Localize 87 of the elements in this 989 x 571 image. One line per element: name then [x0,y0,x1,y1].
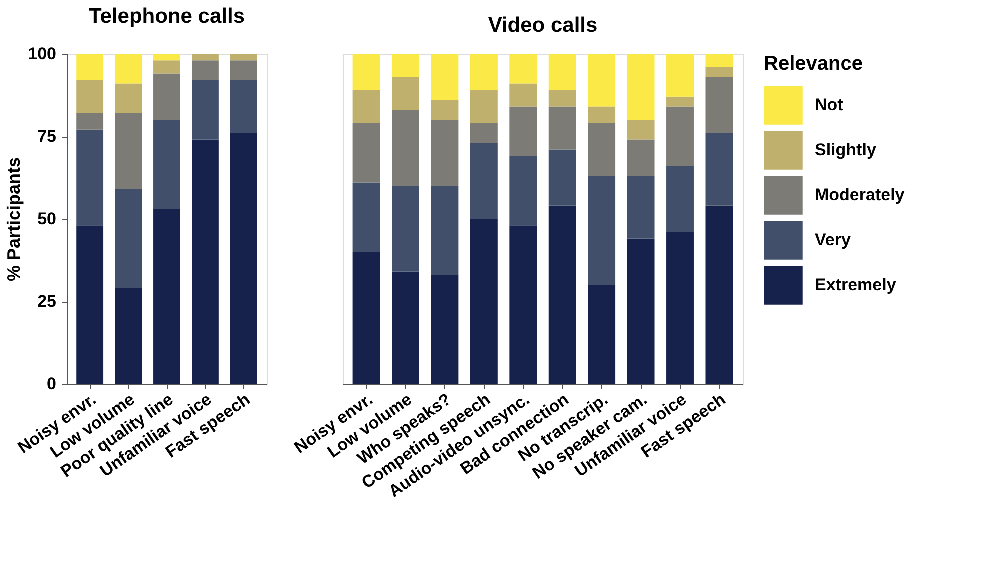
y-tick-label: 75 [38,127,56,146]
bar [230,54,258,61]
bar [510,54,538,84]
bar [627,140,655,176]
bar [548,206,576,384]
bar [627,54,655,120]
y-tick-label: 100 [28,44,56,64]
bar [706,133,734,206]
bar [352,54,380,90]
bar [154,120,180,210]
chart-title: Video calls [488,14,598,37]
bar [470,143,498,219]
legend-label: Slightly [815,140,877,160]
bar [230,133,258,384]
bar [154,60,180,74]
bar [588,176,616,285]
bar [431,186,459,276]
bar [666,54,694,97]
bar [470,219,498,384]
legend-title: Relevance [764,53,863,75]
bar [352,252,380,384]
bar [154,54,180,61]
bar [352,182,380,252]
y-axis-title: % Participants [4,157,24,282]
bar [706,206,734,384]
bar [431,275,459,384]
bar [510,226,538,384]
legend-label: Very [815,230,852,250]
y-tick-label: 0 [47,374,56,394]
bar [548,54,576,90]
bar [431,54,459,100]
bar [706,54,734,68]
bar [470,123,498,144]
legend-label: Extremely [815,276,897,294]
bar [392,110,420,186]
bar [115,113,142,190]
bar [666,106,694,166]
legend-label: Not [815,96,844,114]
bar [548,106,576,150]
bar [666,96,694,107]
bar [470,90,498,124]
bar [76,54,104,80]
bar [510,106,538,156]
bar [392,77,420,110]
y-tick-label: 50 [38,210,56,228]
bar [76,113,104,130]
y-tick-label: 25 [38,292,56,311]
bar [392,186,420,272]
bar [588,106,616,124]
bar [76,80,104,114]
bar [115,288,142,384]
bar [706,67,734,78]
bar [588,54,616,107]
chart-title: Telephone calls [89,5,245,28]
bar [627,176,655,239]
bar [588,285,616,384]
bar [192,140,219,384]
bar [548,150,576,206]
legend-label: Moderately [815,186,906,204]
bar [548,90,576,107]
bar [392,272,420,384]
bar [627,120,655,140]
bar [230,60,258,80]
bar [627,238,655,384]
bar [76,130,104,226]
bar [706,77,734,134]
bar [666,232,694,384]
bar [154,209,180,384]
bar [76,226,104,384]
bar [192,80,219,140]
bar [352,123,380,183]
bar [192,60,219,80]
bar [666,166,694,232]
bar [154,74,180,120]
bar [470,54,498,90]
bar [588,123,616,176]
bar [192,54,219,61]
bar [510,84,538,107]
bar [115,189,142,288]
bar [115,84,142,114]
bar [510,156,538,226]
bar [230,80,258,134]
bar [392,54,420,78]
bar [352,90,380,124]
bar [431,120,459,186]
bar [115,54,142,84]
bar [431,100,459,120]
